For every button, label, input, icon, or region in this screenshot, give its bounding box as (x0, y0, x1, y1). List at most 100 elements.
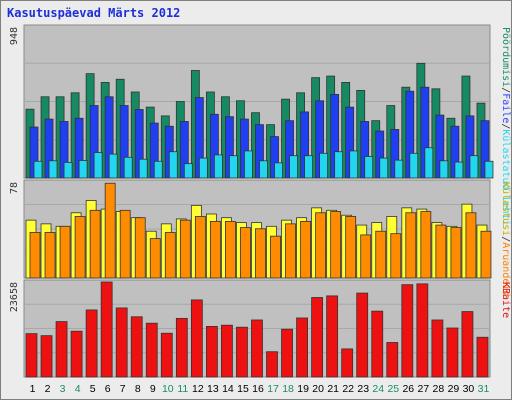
bar-kbaite-20 (311, 297, 324, 378)
x-tick-label-1: 1 (30, 383, 36, 395)
x-tick-label-22: 22 (342, 383, 354, 395)
x-tick-label-11: 11 (177, 383, 188, 395)
x-tick-label-8: 8 (135, 383, 141, 395)
bar-aruandeid-8 (134, 217, 146, 279)
bar-aruandeid-15 (240, 227, 251, 279)
bar-kbaite-19 (296, 317, 308, 378)
bar-külastatud-lehti-5 (93, 152, 103, 179)
x-tick-label-24: 24 (372, 383, 384, 395)
bar-aruandeid-30 (465, 212, 477, 279)
x-tick-label-20: 20 (312, 383, 324, 395)
x-tick-label-19: 19 (297, 383, 309, 395)
bar-külastatud-lehti-2 (48, 160, 58, 179)
bar-külastatud-lehti-27 (424, 147, 434, 179)
bar-kbaite-7 (115, 307, 128, 378)
bar-aruandeid-5 (89, 209, 101, 279)
x-tick-label-7: 7 (120, 383, 126, 395)
bar-külastatud-lehti-10 (168, 151, 178, 179)
x-tick-label-4: 4 (75, 383, 81, 395)
bar-külastatud-lehti-23 (364, 156, 374, 179)
x-tick-label-15: 15 (237, 383, 249, 395)
bar-külastatud-lehti-31 (484, 160, 494, 179)
bar-kbaite-24 (371, 310, 384, 378)
bar-kbaite-16 (251, 319, 263, 378)
bar-aruandeid-11 (179, 219, 191, 279)
x-tick-label-5: 5 (90, 383, 96, 395)
bar-kbaite-29 (446, 327, 459, 378)
legend-aruandeid: Aruandeid (500, 242, 511, 296)
bar-külastatud-lehti-26 (409, 152, 419, 179)
bar-külastatud-lehti-19 (304, 155, 313, 179)
bar-aruandeid-19 (300, 220, 311, 279)
bar-kbaite-4 (70, 330, 83, 378)
bar-kbaite-26 (401, 284, 414, 378)
panel-2-legend: Külastusi/Aruandeid (500, 182, 511, 296)
x-tick-label-10: 10 (162, 383, 174, 395)
bar-aruandeid-4 (74, 216, 86, 279)
bar-külastatud-lehti-16 (259, 160, 268, 179)
bar-kbaite-9 (145, 322, 158, 378)
bar-kbaite-8 (130, 316, 143, 378)
bar-külastatud-lehti-30 (469, 155, 479, 179)
bar-aruandeid-2 (44, 232, 56, 279)
bar-külastatud-lehti-9 (153, 160, 163, 179)
bar-kbaite-3 (55, 321, 68, 378)
panel-2-ymax-label: 78 (9, 182, 20, 194)
x-tick-label-21: 21 (327, 383, 339, 395)
bar-aruandeid-16 (255, 228, 266, 279)
bar-kbaite-5 (85, 309, 98, 378)
bar-aruandeid-25 (390, 233, 402, 279)
x-tick-label-17: 17 (267, 383, 279, 395)
x-tick-label-28: 28 (433, 383, 445, 395)
bar-kbaite-25 (386, 342, 399, 378)
bar-külastatud-lehti-21 (334, 151, 344, 179)
bar-külastatud-lehti-17 (274, 162, 283, 179)
chart-title: Kasutuspäevad Märts 2012 (7, 6, 181, 20)
x-tick-label-27: 27 (418, 383, 430, 395)
x-tick-label-29: 29 (448, 383, 460, 395)
bar-kbaite-2 (40, 335, 53, 378)
bar-kbaite-31 (476, 336, 489, 378)
bar-külastatud-lehti-24 (379, 157, 389, 179)
x-tick-label-18: 18 (282, 383, 294, 395)
x-tick-label-23: 23 (357, 383, 369, 395)
bar-aruandeid-27 (420, 211, 432, 279)
bar-külastatud-lehti-1 (33, 160, 43, 179)
bar-külastatud-lehti-20 (319, 152, 329, 179)
bar-aruandeid-17 (270, 235, 281, 279)
bar-külastatud-lehti-22 (349, 150, 359, 179)
x-tick-label-3: 3 (60, 383, 66, 395)
bar-kbaite-28 (431, 319, 444, 378)
bar-külastatud-lehti-28 (439, 160, 449, 179)
bar-kbaite-17 (266, 351, 278, 378)
panel-3-ymax-label: 23658 (9, 282, 20, 312)
bar-aruandeid-13 (209, 220, 221, 279)
legend-pöördumisi: Pöördumisi (500, 27, 511, 87)
bar-külastatud-lehti-6 (108, 153, 118, 179)
bar-külastatud-lehti-11 (183, 163, 193, 179)
bar-külastatud-lehti-14 (229, 155, 238, 179)
bar-aruandeid-26 (405, 212, 417, 279)
bar-külastatud-lehti-25 (394, 159, 404, 179)
bar-aruandeid-14 (225, 220, 236, 279)
x-tick-label-25: 25 (387, 383, 399, 395)
bar-aruandeid-21 (330, 211, 342, 279)
bar-kbaite-10 (160, 332, 173, 378)
bar-aruandeid-23 (360, 234, 372, 279)
panel-1-ymax-label: 948 (9, 27, 20, 45)
x-tick-label-30: 30 (463, 383, 475, 395)
bar-kbaite-13 (205, 326, 218, 378)
bar-külastatud-lehti-4 (78, 160, 88, 179)
bar-aruandeid-10 (164, 232, 176, 279)
bar-külastatud-lehti-7 (123, 156, 133, 179)
bar-kbaite-12 (190, 299, 203, 378)
legend-külastusi: Külastusi (500, 182, 511, 236)
bar-aruandeid-1 (29, 232, 41, 279)
bar-aruandeid-12 (194, 216, 206, 279)
x-tick-label-16: 16 (252, 383, 264, 395)
bar-kbaite-23 (356, 292, 369, 378)
x-tick-label-14: 14 (222, 383, 234, 395)
bar-kbaite-14 (221, 324, 233, 378)
bar-külastatud-lehti-13 (213, 154, 223, 179)
